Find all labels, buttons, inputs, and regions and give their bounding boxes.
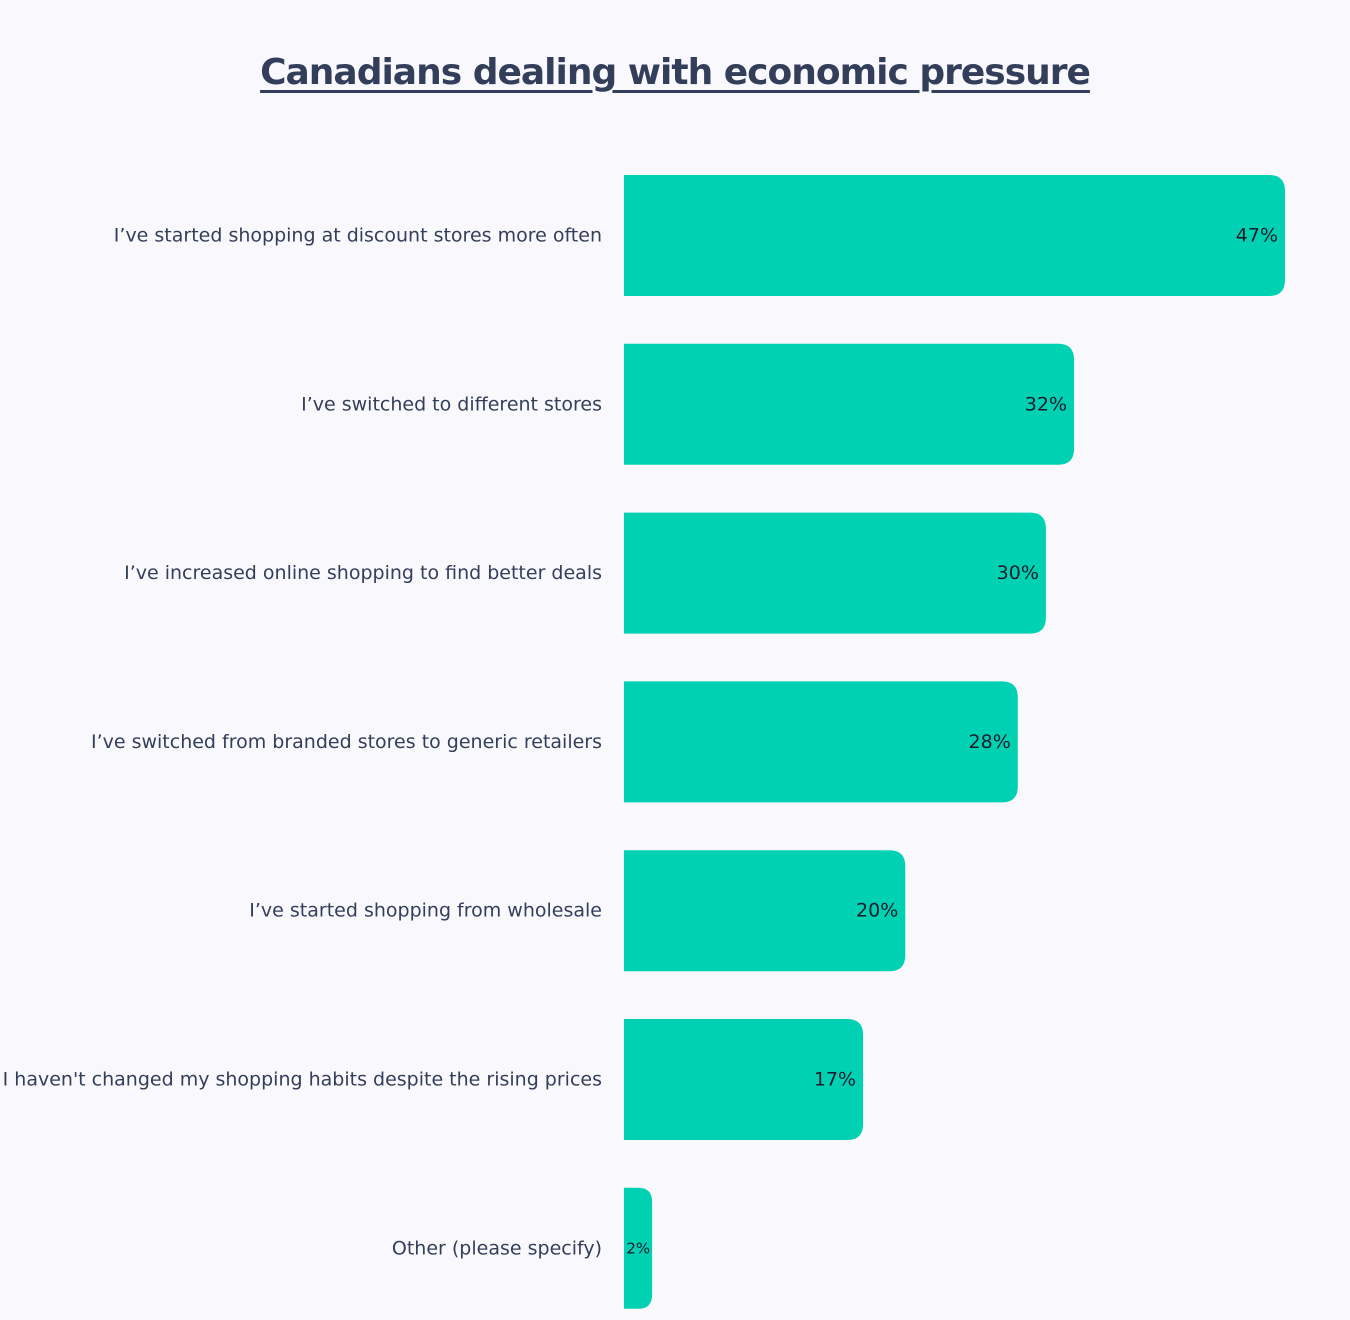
category-label: I’ve started shopping from wholesale xyxy=(249,900,602,922)
category-label: Other (please specify) xyxy=(392,1237,602,1259)
value-label: 28% xyxy=(969,731,1011,753)
category-label: I’ve switched from branded stores to gen… xyxy=(91,731,602,753)
chart-title: Canadians dealing with economic pressure xyxy=(260,52,1091,93)
value-label: 2% xyxy=(626,1239,650,1257)
category-label: I haven't changed my shopping habits des… xyxy=(3,1069,602,1091)
bar xyxy=(624,512,1046,634)
value-label: 20% xyxy=(856,900,898,922)
value-label: 30% xyxy=(997,562,1039,584)
value-label: 17% xyxy=(814,1069,856,1091)
value-label: 47% xyxy=(1236,225,1278,247)
bar xyxy=(624,175,1285,296)
category-label: I’ve switched to different stores xyxy=(301,393,602,415)
value-label: 32% xyxy=(1025,393,1067,415)
bar xyxy=(624,1187,653,1309)
category-label: I’ve started shopping at discount stores… xyxy=(114,225,602,247)
category-label: I’ve increased online shopping to find b… xyxy=(124,562,602,584)
bar xyxy=(624,681,1018,803)
bar xyxy=(624,343,1075,465)
bar xyxy=(624,850,906,972)
bar xyxy=(624,1019,864,1140)
